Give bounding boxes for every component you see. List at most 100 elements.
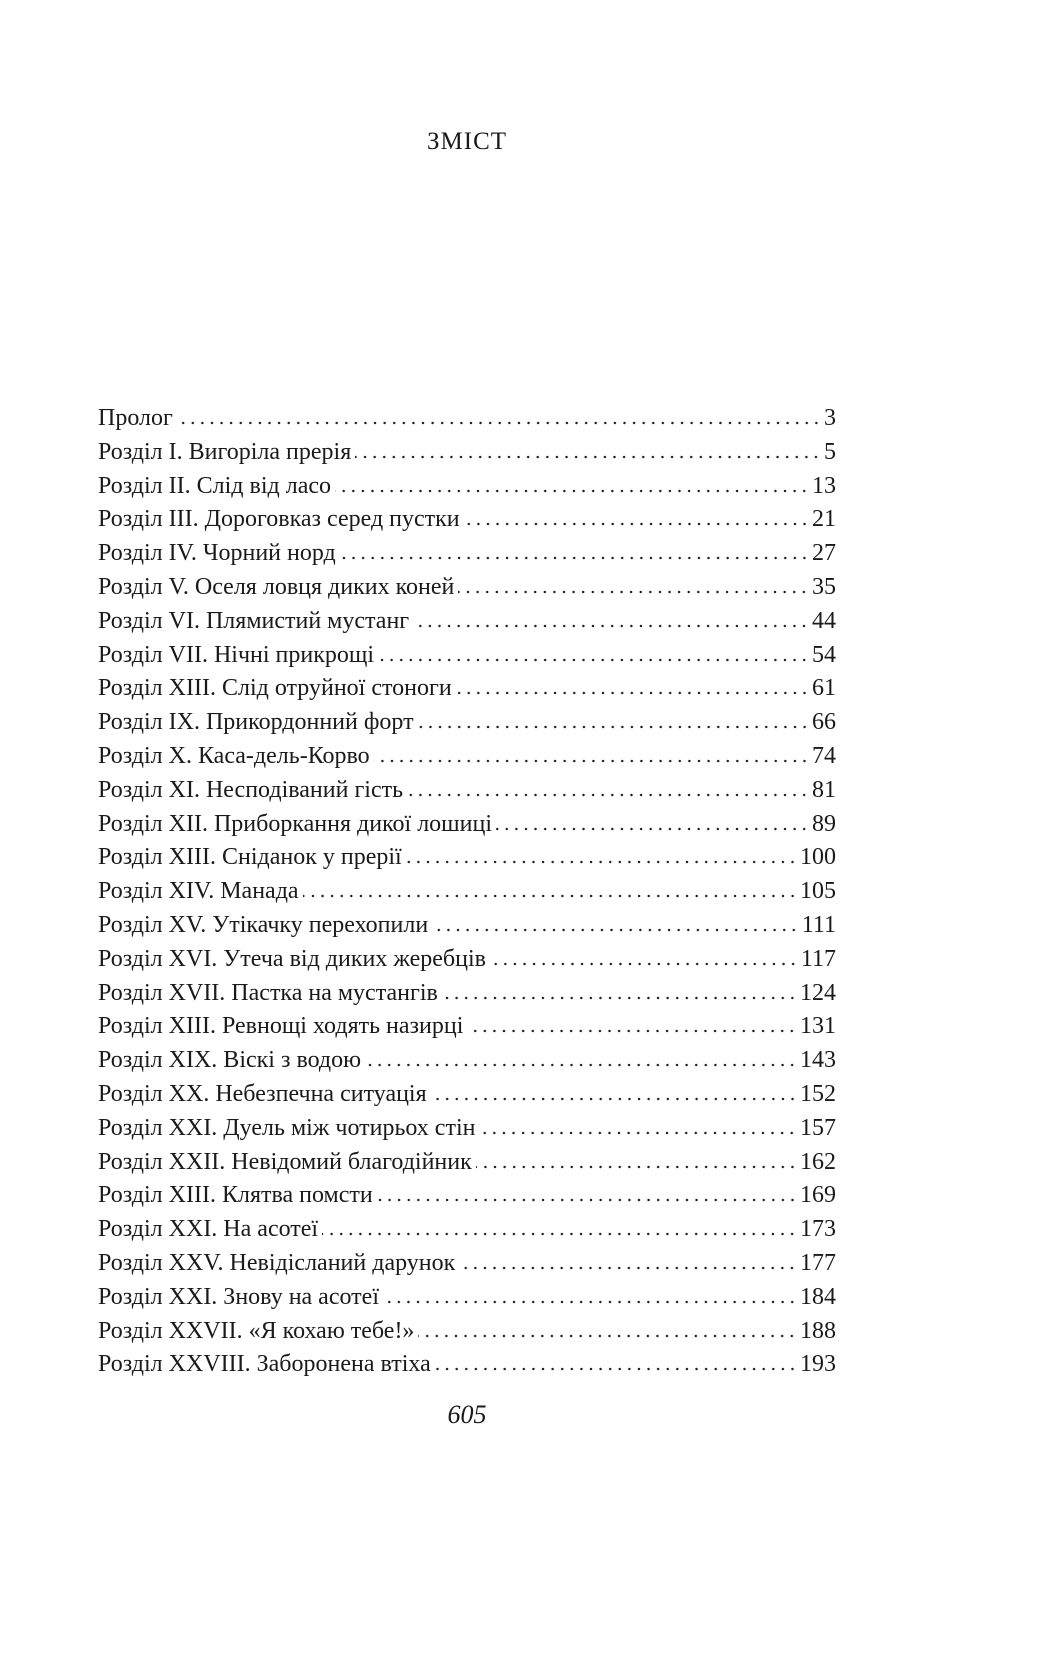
toc-entry[interactable]: Розділ XVII. Пастка на мустангів 124 xyxy=(98,977,836,1011)
toc-entry[interactable]: Розділ XV. Утікачку перехопили 111 xyxy=(98,909,836,943)
toc-entry-page: 100 xyxy=(800,844,836,871)
toc-entry-page: 61 xyxy=(812,675,836,702)
toc-entry[interactable]: Розділ XIII. Сніданок у прерії 100 xyxy=(98,841,836,875)
dot-leader xyxy=(376,1198,797,1203)
toc-entry-page: 143 xyxy=(800,1047,836,1074)
toc-entry-page: 74 xyxy=(812,742,836,769)
dot-leader xyxy=(455,691,809,696)
toc-entry[interactable]: Розділ XXI. На асотеї 173 xyxy=(98,1213,836,1247)
toc-entry-title: Розділ XIII. Сніданок у прерії xyxy=(98,844,402,871)
toc-entry[interactable]: Пролог 3 xyxy=(98,402,836,436)
dot-leader xyxy=(430,1096,797,1101)
toc-entry-page: 188 xyxy=(800,1317,836,1344)
toc-entry[interactable]: Розділ XIII. Клятва помсти 169 xyxy=(98,1179,836,1213)
toc-entry[interactable]: Розділ III. Дороговказ серед пустки 21 xyxy=(98,503,836,537)
dot-leader xyxy=(176,421,821,425)
dot-leader xyxy=(459,1265,797,1270)
toc-entry-title: Розділ XXI. Знову на асотеї xyxy=(98,1283,379,1310)
dot-leader xyxy=(467,1029,797,1034)
toc-entry-title: Розділ XXVII. «Я кохаю тебе!» xyxy=(98,1317,415,1344)
toc-entry[interactable]: Розділ IV. Чорний норд 27 xyxy=(98,537,836,571)
dot-leader xyxy=(365,1063,797,1068)
toc-entry[interactable]: Розділ I. Вигоріла прерія 5 xyxy=(98,436,836,470)
toc-entry[interactable]: Розділ XXI. Дуель між чотирьох стін 157 xyxy=(98,1112,836,1146)
toc-entry-page: 81 xyxy=(812,776,836,803)
dot-leader xyxy=(434,1367,797,1372)
toc-entry[interactable]: Розділ X. Каса-дель-Корво 74 xyxy=(98,740,836,774)
dot-leader xyxy=(355,454,821,459)
toc-entry[interactable]: Розділ XXVII. «Я кохаю тебе!» 188 xyxy=(98,1315,836,1349)
toc-entry-page: 3 xyxy=(824,405,836,431)
dot-leader xyxy=(489,961,798,966)
toc-entry-title: Пролог xyxy=(98,405,173,431)
toc-entry[interactable]: Розділ XXVIII. Заборонена втіха 193 xyxy=(98,1348,836,1382)
toc-entry-title: Розділ III. Дороговказ серед пустки xyxy=(98,506,460,533)
toc-entry-title: Розділ XXVIII. Заборонена втіха xyxy=(98,1351,431,1378)
toc-entry-title: Розділ XI. Несподіваний гість xyxy=(98,776,404,803)
toc-entry-title: Розділ VI. Плямистий мустанг xyxy=(98,607,410,634)
toc-entry-title: Розділ IX. Прикордонний форт xyxy=(98,709,414,736)
toc-entry[interactable]: Розділ VII. Нічні прикрощі 54 xyxy=(98,639,836,673)
toc-entry-title: Розділ XV. Утікачку перехопили xyxy=(98,911,429,938)
toc-entry[interactable]: Розділ XX. Небезпечна ситуація 152 xyxy=(98,1078,836,1112)
toc-entry[interactable]: Розділ IX. Прикордонний форт 66 xyxy=(98,706,836,740)
dot-leader xyxy=(378,657,809,662)
table-of-contents: Пролог 3 Розділ I. Вигоріла прерія 5 Розділ … xyxy=(98,402,836,1382)
toc-entry-title: Розділ XIII. Ревнощі ходять назирці xyxy=(98,1013,464,1040)
toc-entry-page: 54 xyxy=(812,641,836,668)
toc-entry[interactable]: Розділ XIX. Віскі з водою 143 xyxy=(98,1044,836,1078)
dot-leader xyxy=(463,522,809,527)
toc-entry[interactable]: Розділ XVI. Утеча від диких жеребців 117 xyxy=(98,943,836,977)
toc-entry-page: 124 xyxy=(800,979,836,1006)
toc-entry[interactable]: Розділ XII. Приборкання дикої лошиці 89 xyxy=(98,808,836,842)
toc-entry-title: Розділ VII. Нічні прикрощі xyxy=(98,641,375,668)
toc-entry-title: Розділ XIII. Клятва помсти xyxy=(98,1182,373,1209)
toc-entry-page: 21 xyxy=(812,506,836,533)
toc-entry-page: 5 xyxy=(824,438,836,465)
toc-entry-title: Розділ II. Слід від ласо xyxy=(98,472,331,499)
toc-entry-page: 66 xyxy=(812,709,836,736)
toc-entry[interactable]: Розділ XXI. Знову на асотеї 184 xyxy=(98,1281,836,1315)
toc-entry[interactable]: Розділ XIV. Манада 105 xyxy=(98,875,836,909)
toc-entry-page: 13 xyxy=(812,472,836,499)
page-number: 605 xyxy=(447,1400,487,1429)
toc-entry-title: Розділ I. Вигоріла прерія xyxy=(98,438,352,465)
toc-entry-page: 152 xyxy=(800,1080,836,1107)
dot-leader xyxy=(339,556,809,561)
dot-leader xyxy=(479,1130,797,1135)
toc-entry-page: 111 xyxy=(801,911,836,938)
toc-entry-title: Розділ XX. Небезпечна ситуація xyxy=(98,1080,427,1107)
toc-entry-page: 117 xyxy=(800,945,836,972)
toc-entry-title: Розділ XIII. Слід отруйної стоноги xyxy=(98,675,452,702)
toc-entry[interactable]: Розділ XI. Несподіваний гість 81 xyxy=(98,774,836,808)
dot-leader xyxy=(441,995,797,1000)
page-title: ЗМІСТ xyxy=(426,128,508,155)
toc-entry[interactable]: Розділ XXII. Невідомий благодійник 162 xyxy=(98,1146,836,1180)
toc-entry-title: Розділ V. Оселя ловця диких коней xyxy=(98,573,455,600)
toc-entry[interactable]: Розділ XIII. Ревнощі ходять назирці 131 xyxy=(98,1010,836,1044)
toc-entry[interactable]: Розділ VI. Плямистий мустанг 44 xyxy=(98,605,836,639)
dot-leader xyxy=(413,623,809,628)
dot-leader xyxy=(475,1164,797,1169)
toc-entry-title: Розділ XXI. На асотеї xyxy=(98,1216,319,1243)
toc-entry-page: 169 xyxy=(800,1182,836,1209)
dot-leader xyxy=(418,1333,797,1338)
toc-entry-page: 177 xyxy=(800,1249,836,1276)
toc-entry[interactable]: Розділ XIII. Слід отруйної стоноги 61 xyxy=(98,672,836,706)
toc-entry[interactable]: Розділ XXV. Невідісланий дарунок 177 xyxy=(98,1247,836,1281)
toc-entry-title: Розділ X. Каса-дель-Корво xyxy=(98,742,370,769)
toc-entry-title: Розділ XVI. Утеча від диких жеребців xyxy=(98,945,486,972)
dot-leader xyxy=(405,860,797,865)
toc-entry-title: Розділ XXII. Невідомий благодійник xyxy=(98,1148,472,1175)
toc-entry-title: Розділ XVII. Пастка на мустангів xyxy=(98,979,438,1006)
toc-entry[interactable]: Розділ V. Оселя ловця диких коней 35 xyxy=(98,571,836,605)
toc-entry[interactable]: Розділ II. Слід від ласо 13 xyxy=(98,470,836,504)
toc-entry-title: Розділ IV. Чорний норд xyxy=(98,540,336,567)
toc-entry-page: 193 xyxy=(800,1351,836,1378)
toc-entry-page: 131 xyxy=(800,1013,836,1040)
dot-leader xyxy=(407,792,809,797)
toc-entry-page: 105 xyxy=(800,878,836,905)
toc-entry-title: Розділ XIV. Манада xyxy=(98,878,299,905)
toc-entry-title: Розділ XXV. Невідісланий дарунок xyxy=(98,1249,456,1276)
dot-leader xyxy=(382,1299,797,1304)
